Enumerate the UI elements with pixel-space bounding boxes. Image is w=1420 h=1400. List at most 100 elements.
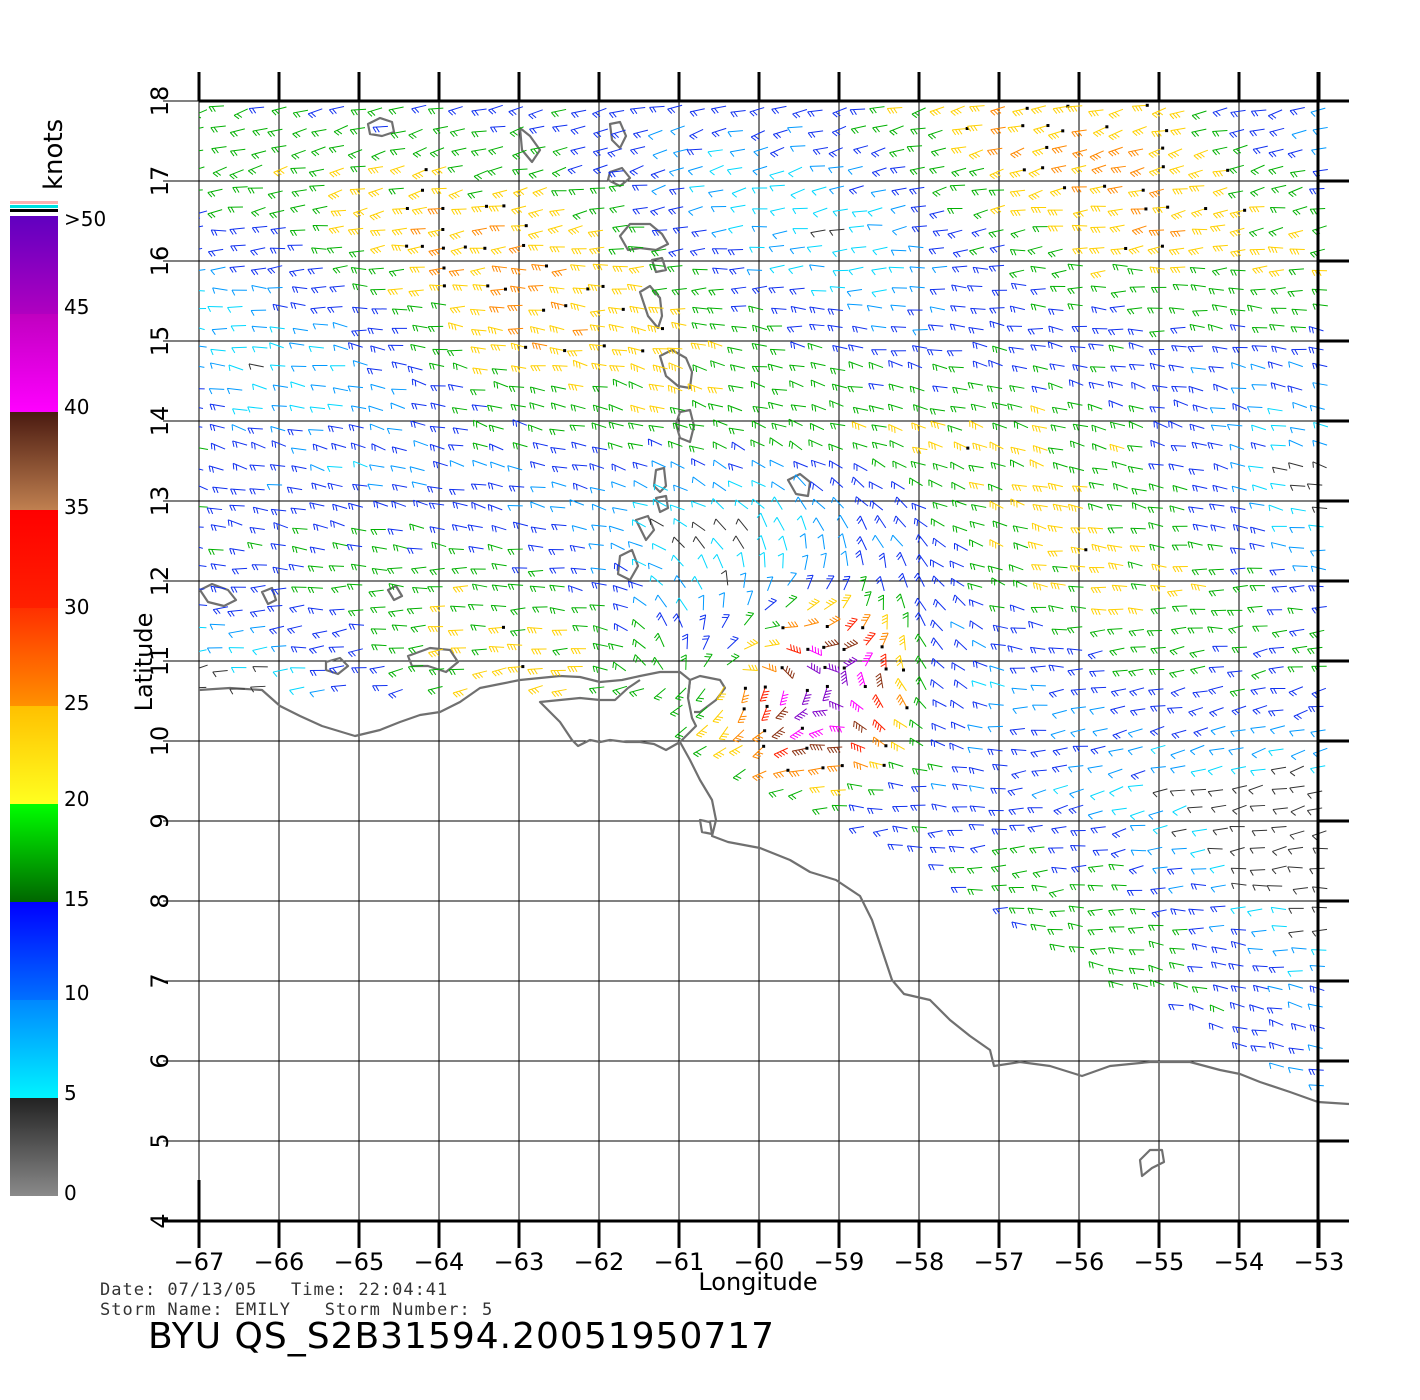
wind-barb bbox=[368, 405, 384, 412]
wind-barb bbox=[1029, 646, 1046, 654]
wind-barb bbox=[1009, 249, 1026, 256]
rain-flag bbox=[441, 246, 445, 250]
wind-barb bbox=[847, 344, 864, 352]
wind-barb bbox=[290, 167, 306, 174]
wind-barb bbox=[589, 187, 606, 194]
wind-barb bbox=[1249, 502, 1265, 509]
wind-barb bbox=[689, 108, 705, 117]
wind-barb bbox=[850, 125, 867, 134]
wind-barb bbox=[932, 699, 947, 708]
wind-barb bbox=[411, 586, 428, 594]
wind-barb bbox=[1071, 224, 1088, 232]
wind-barb bbox=[1088, 482, 1104, 489]
wind-barb bbox=[628, 226, 645, 233]
wind-barb bbox=[1171, 847, 1187, 855]
wind-barb bbox=[928, 479, 943, 488]
wind-barb bbox=[247, 164, 263, 175]
wind-barb bbox=[369, 665, 385, 674]
wind-barb bbox=[227, 306, 243, 313]
wind-barb bbox=[1130, 849, 1147, 856]
wind-barb bbox=[329, 365, 346, 372]
wind-barb bbox=[969, 105, 985, 112]
wind-barb bbox=[890, 480, 905, 490]
wind-barb bbox=[489, 125, 506, 133]
wind-barb bbox=[989, 539, 1004, 549]
wind-barb bbox=[851, 210, 868, 218]
wind-barb bbox=[1048, 325, 1064, 333]
wind-barb bbox=[910, 127, 926, 135]
wind-barb bbox=[768, 245, 785, 253]
wind-barb bbox=[1187, 966, 1203, 973]
wind-barb bbox=[1270, 906, 1287, 914]
wind-barb bbox=[651, 287, 667, 296]
wind-barb bbox=[432, 348, 448, 356]
wind-barb bbox=[452, 284, 468, 291]
wind-barb bbox=[871, 458, 886, 468]
wind-barb bbox=[853, 145, 869, 155]
wind-barb bbox=[309, 184, 325, 192]
wind-barb bbox=[1032, 226, 1048, 233]
wind-barb bbox=[1048, 688, 1064, 698]
wind-barb bbox=[308, 345, 324, 353]
wind-barb bbox=[1166, 867, 1183, 875]
wind-barb bbox=[892, 805, 908, 813]
wind-barb bbox=[527, 285, 544, 292]
wind-barb bbox=[1231, 882, 1247, 889]
wind-barb bbox=[1110, 848, 1126, 859]
wind-barb bbox=[806, 245, 823, 253]
wind-barb bbox=[1166, 707, 1183, 714]
wind-barb bbox=[392, 544, 408, 552]
wind-barb bbox=[1148, 964, 1164, 973]
wind-barb bbox=[731, 325, 747, 333]
rain-flag bbox=[405, 206, 409, 210]
wind-barb bbox=[1188, 385, 1204, 394]
wind-barb bbox=[1107, 967, 1124, 975]
wind-barb bbox=[891, 187, 907, 196]
wind-barb bbox=[1030, 206, 1047, 214]
wind-barb bbox=[607, 307, 624, 315]
wind-barb bbox=[1188, 247, 1204, 256]
wind-barb bbox=[607, 643, 624, 651]
wind-barb bbox=[1312, 362, 1328, 370]
wind-barb bbox=[529, 125, 545, 135]
wind-barb bbox=[1067, 401, 1083, 409]
wind-barb bbox=[817, 534, 826, 550]
wind-barb bbox=[1108, 909, 1124, 916]
wind-barb bbox=[731, 441, 746, 451]
wind-barb bbox=[1169, 230, 1186, 238]
wind-barb bbox=[1212, 169, 1228, 178]
wind-barb bbox=[1008, 907, 1025, 914]
rain-flag bbox=[821, 766, 825, 770]
wind-barb bbox=[252, 666, 268, 673]
wind-barb bbox=[386, 427, 403, 435]
wind-barb bbox=[1109, 224, 1125, 233]
colorbar-band bbox=[10, 706, 58, 804]
wind-barb bbox=[1127, 784, 1144, 792]
wind-barb bbox=[827, 615, 841, 627]
wind-barb bbox=[869, 500, 884, 511]
wind-barb bbox=[627, 442, 643, 450]
wind-barb bbox=[427, 229, 443, 238]
wind-barb bbox=[1251, 747, 1266, 759]
wind-barb bbox=[571, 607, 587, 614]
wind-barb bbox=[212, 670, 228, 678]
wind-barb bbox=[1148, 147, 1163, 158]
wind-barb bbox=[1148, 463, 1164, 470]
wind-barb bbox=[472, 442, 488, 450]
wind-barb bbox=[1128, 421, 1144, 429]
wind-barb bbox=[680, 654, 687, 670]
wind-barb bbox=[890, 249, 907, 256]
wind-barb bbox=[1052, 105, 1068, 114]
wind-barb bbox=[487, 326, 503, 335]
wind-barb bbox=[391, 207, 408, 215]
wind-barb bbox=[510, 225, 527, 232]
wind-barb bbox=[1007, 645, 1023, 653]
wind-barb bbox=[469, 308, 486, 316]
wind-barb bbox=[472, 459, 488, 467]
wind-barb bbox=[1208, 287, 1224, 295]
wind-barb bbox=[1052, 503, 1068, 512]
lat-tick-label: 5 bbox=[146, 1133, 174, 1148]
wind-barb bbox=[807, 109, 823, 118]
wind-barb bbox=[512, 521, 529, 529]
wind-barb bbox=[1247, 947, 1263, 955]
